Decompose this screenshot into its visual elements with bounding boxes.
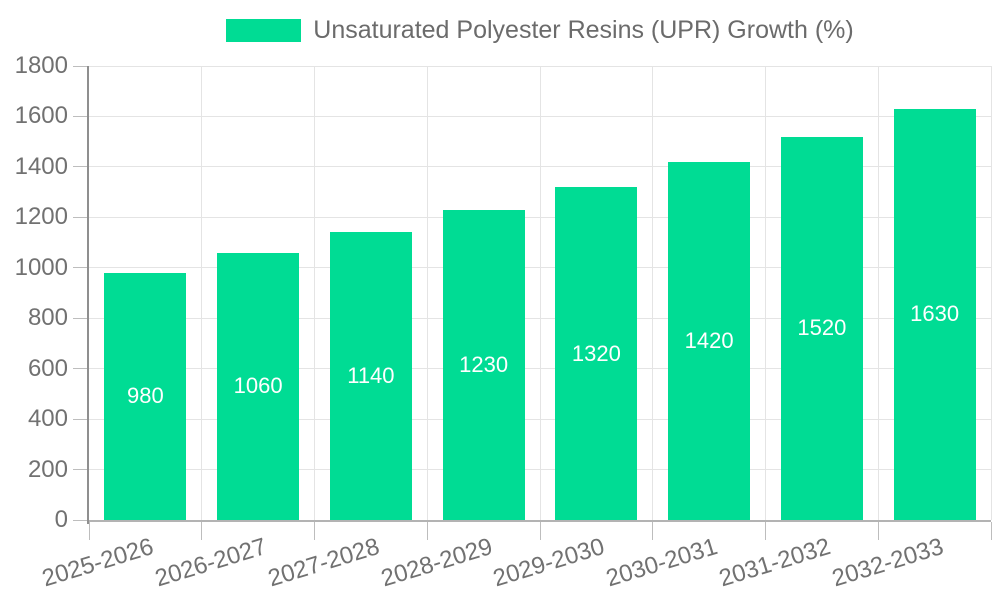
bar-value-label: 1230 (459, 351, 509, 377)
y-axis-tick-label: 200 (27, 455, 68, 483)
y-axis-tick-label: 1400 (14, 152, 68, 180)
y-axis-tick-label: 1200 (14, 203, 68, 231)
y-tick-mark (73, 469, 87, 471)
x-gridline (652, 66, 654, 520)
bar[interactable]: 1140 (329, 232, 412, 520)
legend-item[interactable]: Unsaturated Polyester Resins (UPR) Growt… (226, 15, 854, 45)
bar-value-label: 1520 (797, 315, 847, 341)
x-gridline (426, 66, 428, 520)
x-tick-mark (765, 522, 766, 540)
x-gridline (990, 66, 992, 520)
x-tick-mark (990, 522, 992, 540)
bar-value-label: 1320 (571, 340, 621, 366)
x-tick-mark (877, 522, 879, 540)
bar[interactable]: 1060 (217, 252, 300, 520)
x-tick-mark (652, 522, 654, 540)
x-tick-mark (201, 522, 203, 540)
legend-color-swatch-icon (226, 18, 302, 42)
x-axis-line (89, 520, 991, 522)
y-tick-mark (73, 317, 87, 319)
y-axis-tick-label: 800 (27, 304, 68, 332)
y-axis-tick-label: 400 (27, 405, 68, 433)
bar[interactable]: 1420 (668, 161, 751, 520)
bar[interactable]: 1520 (780, 136, 863, 520)
x-gridline (539, 66, 541, 520)
bar-value-label: 980 (127, 383, 164, 409)
y-tick-mark (73, 267, 87, 269)
bar[interactable]: 1630 (893, 108, 976, 520)
x-gridline (314, 66, 315, 520)
bar-value-label: 1060 (233, 373, 283, 399)
y-axis-line (87, 66, 89, 524)
bar-value-label: 1630 (910, 301, 960, 327)
bar-value-label: 1420 (684, 327, 734, 353)
bar[interactable]: 1320 (555, 187, 638, 520)
x-tick-mark (426, 522, 428, 540)
y-axis-tick-label: 600 (27, 354, 68, 382)
y-axis-tick-label: 1000 (14, 253, 68, 281)
chart-legend: Unsaturated Polyester Resins (UPR) Growt… (89, 16, 991, 44)
y-tick-mark (73, 65, 87, 67)
x-tick-mark (539, 522, 541, 540)
x-gridline (765, 66, 766, 520)
x-tick-mark (88, 522, 90, 540)
y-tick-mark (73, 519, 87, 521)
y-axis-tick-label: 1800 (14, 52, 68, 79)
bar-value-label: 1140 (347, 363, 395, 389)
x-tick-mark (314, 522, 315, 540)
legend-series-label: Unsaturated Polyester Resins (UPR) Growt… (313, 15, 854, 44)
bar[interactable]: 980 (104, 272, 187, 520)
y-tick-mark (73, 368, 87, 370)
y-axis-tick-label: 0 (54, 506, 68, 533)
y-tick-mark (73, 418, 87, 420)
y-tick-mark (73, 115, 87, 117)
y-tick-mark (73, 166, 87, 168)
x-gridline (201, 66, 203, 520)
bar[interactable]: 1230 (442, 209, 525, 520)
x-gridline (877, 66, 879, 520)
plot-area: 980 1060 1140 1230 1320 1420 1520 1630 (73, 65, 992, 540)
y-tick-mark (73, 216, 87, 218)
y-axis-tick-label: 1600 (14, 102, 68, 130)
